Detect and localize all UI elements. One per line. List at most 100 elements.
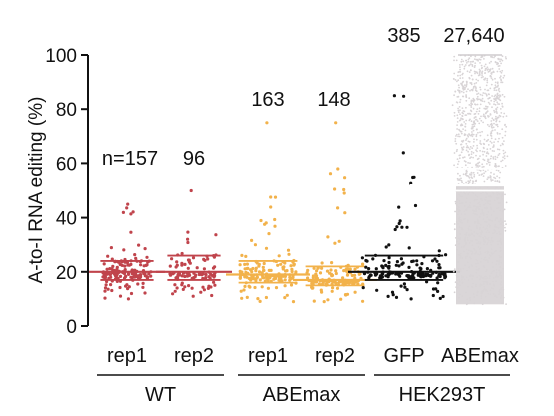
- data-point: [488, 62, 491, 64]
- data-point: [498, 256, 501, 259]
- data-point: [384, 263, 388, 267]
- data-point: [491, 129, 494, 132]
- data-point: [470, 250, 472, 252]
- data-point: [477, 253, 479, 256]
- data-point: [493, 229, 496, 231]
- data-point: [503, 112, 506, 115]
- data-point: [486, 106, 489, 108]
- data-point: [243, 267, 247, 271]
- data-point: [455, 286, 457, 288]
- data-point: [492, 157, 495, 160]
- data-point: [502, 143, 504, 146]
- data-point: [181, 287, 185, 291]
- data-point: [199, 290, 203, 294]
- data-point: [457, 172, 459, 175]
- data-point: [461, 77, 464, 79]
- x-tick-label: rep2: [174, 345, 214, 367]
- data-point: [127, 285, 131, 289]
- data-point: [480, 297, 483, 300]
- data-point: [494, 177, 497, 180]
- data-point: [496, 125, 499, 128]
- data-point: [465, 276, 468, 279]
- data-point: [500, 58, 503, 61]
- y-tick-label: 40: [56, 209, 77, 230]
- data-point: [473, 175, 476, 178]
- data-point: [490, 137, 493, 140]
- data-point: [497, 243, 499, 246]
- data-point: [472, 87, 475, 89]
- data-point: [487, 261, 489, 263]
- data-point: [466, 298, 468, 301]
- data-point: [478, 161, 481, 164]
- data-point: [481, 72, 483, 75]
- data-point: [498, 181, 501, 184]
- data-point: [471, 135, 474, 138]
- data-point: [118, 274, 123, 278]
- data-point: [486, 77, 489, 80]
- data-point: [476, 120, 479, 122]
- data-point: [240, 253, 244, 257]
- data-point: [126, 202, 130, 206]
- data-point: [480, 261, 482, 263]
- data-point: [457, 243, 460, 246]
- data-point: [457, 217, 460, 220]
- data-point: [492, 146, 494, 149]
- data-point: [486, 186, 489, 189]
- data-point: [333, 241, 337, 245]
- data-point: [478, 235, 481, 238]
- x-axis: rep1 rep2 rep1 rep2 GFP ABEmax: [107, 345, 519, 367]
- data-point: [257, 270, 262, 274]
- data-point: [476, 108, 479, 110]
- data-point: [499, 219, 502, 222]
- data-point: [479, 253, 482, 255]
- data-point: [492, 119, 495, 122]
- data-point: [498, 90, 501, 93]
- data-point: [458, 129, 461, 132]
- data-point: [435, 276, 439, 280]
- data-point: [466, 221, 469, 224]
- data-point: [498, 293, 500, 296]
- data-point: [314, 274, 319, 278]
- data-point: [475, 268, 478, 271]
- data-point: [499, 246, 502, 249]
- data-point: [131, 210, 135, 214]
- data-point: [453, 164, 455, 167]
- data-point: [461, 195, 463, 198]
- data-point: [476, 198, 478, 201]
- data-point: [476, 98, 479, 101]
- data-point: [467, 112, 469, 115]
- data-point: [468, 225, 471, 228]
- data-point: [330, 261, 334, 265]
- data-point: [474, 239, 477, 241]
- data-point: [475, 118, 478, 121]
- data-point: [486, 277, 489, 280]
- data-point: [258, 278, 262, 282]
- data-point: [493, 109, 495, 112]
- data-point: [375, 288, 379, 292]
- data-point: [331, 286, 335, 290]
- data-point: [325, 269, 330, 273]
- data-point: [470, 150, 473, 153]
- data-point: [461, 257, 464, 259]
- data-point: [486, 290, 489, 293]
- data-point: [118, 262, 122, 267]
- data-point: [456, 248, 459, 251]
- data-point: [321, 280, 325, 284]
- data-point: [411, 259, 415, 263]
- data-point: [459, 268, 462, 270]
- data-point: [353, 290, 357, 294]
- data-point: [144, 274, 148, 278]
- data-point: [474, 198, 476, 201]
- data-point: [282, 265, 286, 269]
- data-point: [498, 290, 501, 293]
- data-point: [461, 295, 464, 297]
- data-point: [486, 241, 489, 244]
- data-point: [504, 134, 507, 137]
- data-point: [393, 227, 397, 232]
- data-point: [475, 285, 477, 288]
- data-point: [453, 115, 456, 117]
- data-point: [492, 144, 495, 147]
- data-point: [353, 267, 357, 271]
- data-point: [473, 174, 476, 176]
